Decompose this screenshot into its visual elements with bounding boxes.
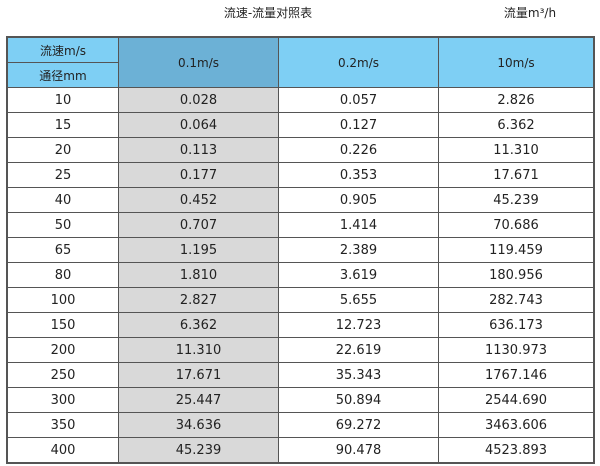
table-row: 25 0.177 0.353 17.671 xyxy=(6,162,595,188)
flow-cell[interactable]: 17.671 xyxy=(118,362,279,388)
flow-cell[interactable]: 17.671 xyxy=(438,162,595,188)
diameter-cell[interactable]: 150 xyxy=(6,312,119,338)
header-col-0.2[interactable]: 0.2m/s xyxy=(278,36,439,88)
flow-cell[interactable]: 282.743 xyxy=(438,287,595,313)
diameter-cell[interactable]: 50 xyxy=(6,212,119,238)
table-row: 300 25.447 50.894 2544.690 xyxy=(6,387,595,413)
header-row: 通径mm xyxy=(6,62,594,88)
flow-cell[interactable]: 1130.973 xyxy=(438,337,595,363)
flow-cell[interactable]: 180.956 xyxy=(438,262,595,288)
table-title: 流速-流量对照表 xyxy=(223,6,313,20)
flow-cell[interactable]: 3.619 xyxy=(278,262,439,288)
table-row: 200 11.310 22.619 1130.973 xyxy=(6,337,595,363)
table-row: 80 1.810 3.619 180.956 xyxy=(6,262,595,288)
flow-cell[interactable]: 2.389 xyxy=(278,237,439,263)
flow-cell[interactable]: 0.707 xyxy=(118,212,279,238)
flow-cell[interactable]: 45.239 xyxy=(118,437,279,464)
flow-cell[interactable]: 0.177 xyxy=(118,162,279,188)
diameter-cell[interactable]: 10 xyxy=(6,87,119,113)
flow-cell[interactable]: 1.414 xyxy=(278,212,439,238)
flow-cell[interactable]: 5.655 xyxy=(278,287,439,313)
table-row: 10 0.028 0.057 2.826 xyxy=(6,87,595,113)
flow-cell[interactable]: 0.113 xyxy=(118,137,279,163)
flow-cell[interactable]: 90.478 xyxy=(278,437,439,464)
flow-cell[interactable]: 0.057 xyxy=(278,87,439,113)
table-row: 20 0.113 0.226 11.310 xyxy=(6,137,595,163)
diameter-cell[interactable]: 400 xyxy=(6,437,119,464)
table-row: 40 0.452 0.905 45.239 xyxy=(6,187,595,213)
flow-cell[interactable]: 11.310 xyxy=(438,137,595,163)
flow-cell[interactable]: 45.239 xyxy=(438,187,595,213)
flow-cell[interactable]: 3463.606 xyxy=(438,412,595,438)
table-row: 350 34.636 69.272 3463.606 xyxy=(6,412,595,438)
table-row: 250 17.671 35.343 1767.146 xyxy=(6,362,595,388)
unit-label: 流量m³/h xyxy=(503,6,557,20)
table-row: 15 0.064 0.127 6.362 xyxy=(6,112,595,138)
flow-cell[interactable]: 636.173 xyxy=(438,312,595,338)
flow-cell[interactable]: 1.810 xyxy=(118,262,279,288)
diameter-cell[interactable]: 20 xyxy=(6,137,119,163)
diameter-cell[interactable]: 200 xyxy=(6,337,119,363)
table-row: 150 6.362 12.723 636.173 xyxy=(6,312,595,338)
flow-cell[interactable]: 0.905 xyxy=(278,187,439,213)
table-row: 100 2.827 5.655 282.743 xyxy=(6,287,595,313)
flow-cell[interactable]: 0.353 xyxy=(278,162,439,188)
diameter-cell[interactable]: 300 xyxy=(6,387,119,413)
header-velocity-label: 流速m/s xyxy=(6,36,119,63)
flow-cell[interactable]: 69.272 xyxy=(278,412,439,438)
flow-cell[interactable]: 6.362 xyxy=(438,112,595,138)
flow-cell[interactable]: 2544.690 xyxy=(438,387,595,413)
flow-cell[interactable]: 25.447 xyxy=(118,387,279,413)
flow-cell[interactable]: 0.452 xyxy=(118,187,279,213)
flow-cell[interactable]: 119.459 xyxy=(438,237,595,263)
diameter-cell[interactable]: 350 xyxy=(6,412,119,438)
header-diameter-label: 通径mm xyxy=(6,62,119,88)
diameter-cell[interactable]: 40 xyxy=(6,187,119,213)
flow-cell[interactable]: 12.723 xyxy=(278,312,439,338)
header-col-10[interactable]: 10m/s xyxy=(438,36,595,88)
diameter-cell[interactable]: 250 xyxy=(6,362,119,388)
flow-cell[interactable]: 1767.146 xyxy=(438,362,595,388)
flow-cell[interactable]: 2.827 xyxy=(118,287,279,313)
header-col-0.1[interactable]: 0.1m/s xyxy=(118,36,279,88)
flow-cell[interactable]: 70.686 xyxy=(438,212,595,238)
flow-cell[interactable]: 0.226 xyxy=(278,137,439,163)
flow-cell[interactable]: 34.636 xyxy=(118,412,279,438)
flow-cell[interactable]: 0.064 xyxy=(118,112,279,138)
flow-cell[interactable]: 6.362 xyxy=(118,312,279,338)
diameter-cell[interactable]: 100 xyxy=(6,287,119,313)
flow-cell[interactable]: 1.195 xyxy=(118,237,279,263)
flow-cell[interactable]: 2.826 xyxy=(438,87,595,113)
diameter-cell[interactable]: 25 xyxy=(6,162,119,188)
flow-cell[interactable]: 35.343 xyxy=(278,362,439,388)
header-row: 流速m/s 0.1m/s 0.2m/s 10m/s xyxy=(6,36,595,88)
table-row: 50 0.707 1.414 70.686 xyxy=(6,212,595,238)
flow-cell[interactable]: 0.028 xyxy=(118,87,279,113)
flow-cell[interactable]: 50.894 xyxy=(278,387,439,413)
flow-cell[interactable]: 4523.893 xyxy=(438,437,595,464)
diameter-cell[interactable]: 65 xyxy=(6,237,119,263)
table-row: 400 45.239 90.478 4523.893 xyxy=(6,437,595,464)
table-row: 65 1.195 2.389 119.459 xyxy=(6,237,595,263)
flow-cell[interactable]: 22.619 xyxy=(278,337,439,363)
diameter-cell[interactable]: 15 xyxy=(6,112,119,138)
diameter-cell[interactable]: 80 xyxy=(6,262,119,288)
flow-cell[interactable]: 0.127 xyxy=(278,112,439,138)
flow-cell[interactable]: 11.310 xyxy=(118,337,279,363)
flow-table: 流速m/s 0.1m/s 0.2m/s 10m/s 通径mm 10 0.028 0.… xyxy=(6,36,595,464)
